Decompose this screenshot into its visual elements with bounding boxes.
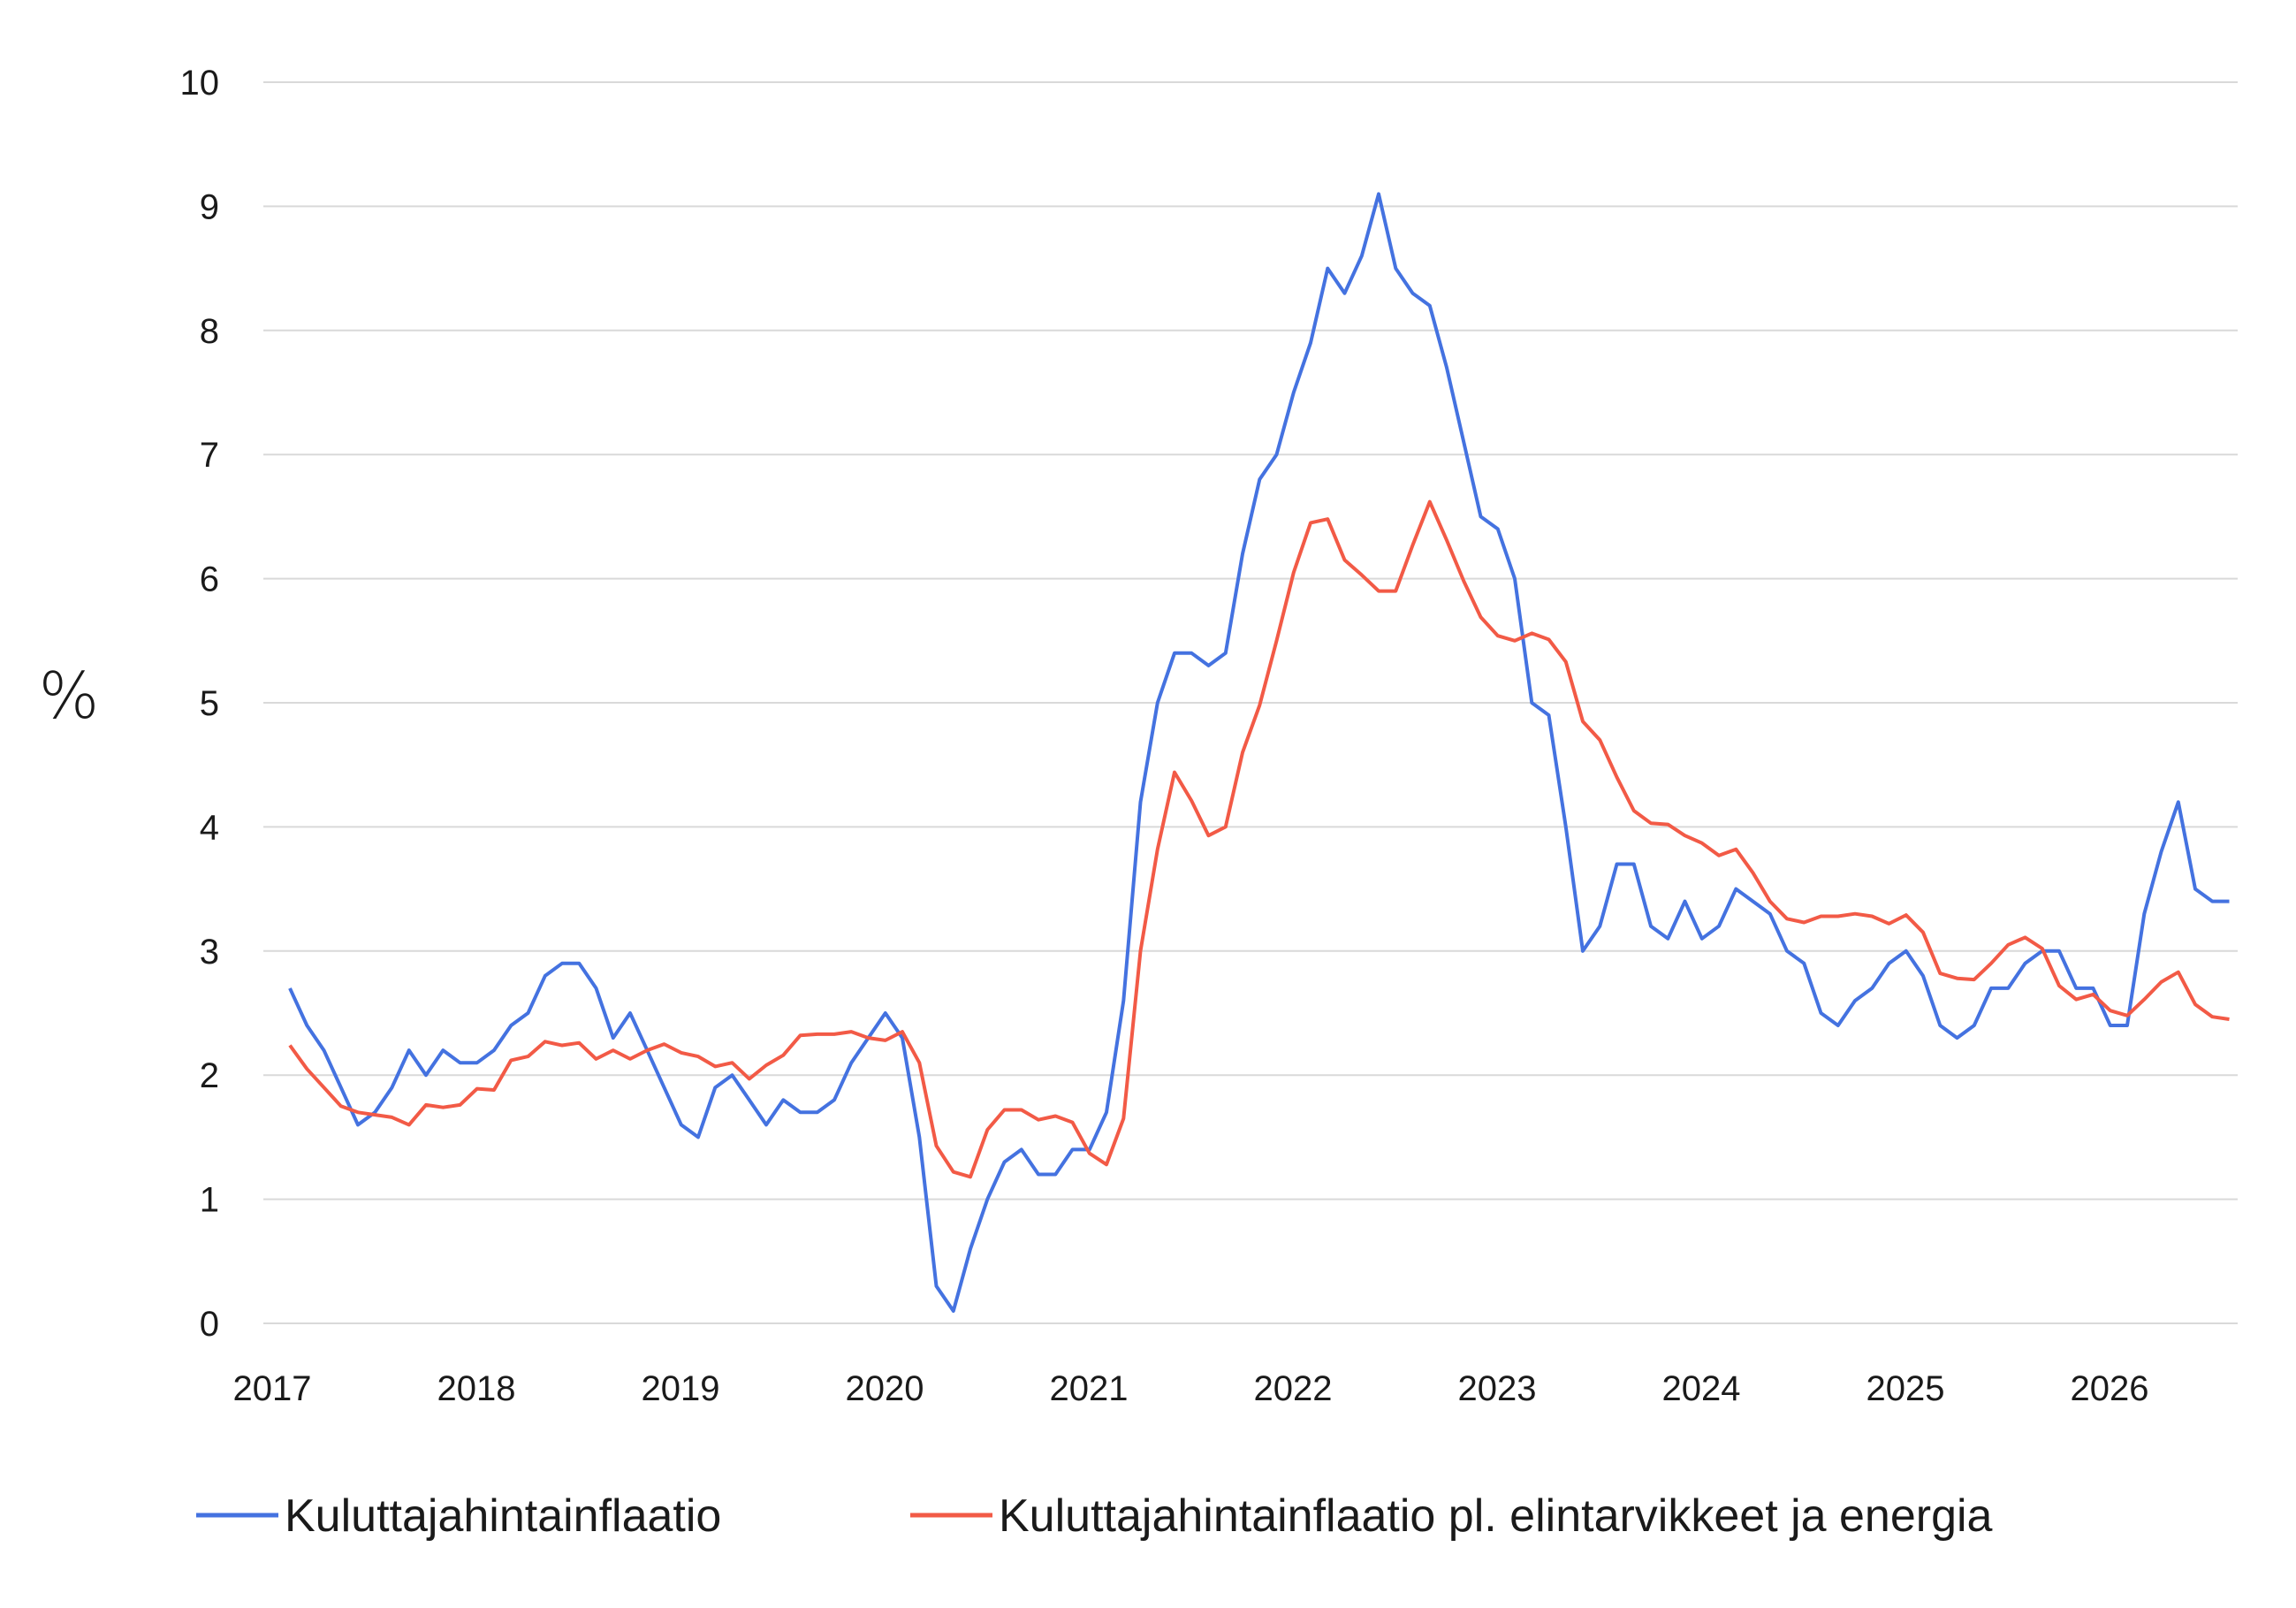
legend-label-cpi: Kuluttajahintainflaatio <box>285 1490 721 1542</box>
y-tick-label: 1 <box>200 1181 219 1220</box>
y-tick-label: 2 <box>200 1056 219 1095</box>
x-tick-label: 2021 <box>1050 1369 1129 1408</box>
x-tick-label: 2022 <box>1254 1369 1333 1408</box>
x-axis-ticks: 2017 2018 2019 2020 2021 2022 2023 2024 2025 2026 <box>233 1369 2149 1408</box>
y-tick-label: 8 <box>200 312 219 351</box>
x-tick-label: 2026 <box>2071 1369 2149 1408</box>
y-tick-label: 0 <box>200 1305 219 1344</box>
x-tick-label: 2020 <box>846 1369 924 1408</box>
x-tick-label: 2017 <box>233 1369 312 1408</box>
y-tick-label: 3 <box>200 933 219 972</box>
x-tick-label: 2024 <box>1662 1369 1741 1408</box>
x-tick-label: 2025 <box>1866 1369 1945 1408</box>
y-tick-label: 6 <box>200 560 219 599</box>
legend-item-cpi: Kuluttajahintainflaatio <box>196 1490 721 1542</box>
series-lines <box>288 192 2230 1313</box>
y-axis-label: % <box>39 659 99 733</box>
y-tick-label: 4 <box>200 808 219 847</box>
y-tick-label: 5 <box>200 684 219 723</box>
legend-item-core: Kuluttajahintainflaatio pl. elintarvikke… <box>910 1490 1993 1542</box>
series-line-core <box>288 499 2230 1179</box>
y-tick-label: 9 <box>200 187 219 226</box>
legend-label-core: Kuluttajahintainflaatio pl. elintarvikke… <box>999 1490 1993 1542</box>
y-axis-ticks: 0 1 2 3 4 5 6 7 8 9 10 <box>180 64 220 1344</box>
grid-lines <box>263 81 2238 1324</box>
x-tick-label: 2023 <box>1458 1369 1537 1408</box>
legend: Kuluttajahintainflaatio Kuluttajahintain… <box>196 1490 1993 1542</box>
x-tick-label: 2018 <box>437 1369 516 1408</box>
series-line-cpi <box>288 192 2230 1313</box>
x-tick-label: 2019 <box>642 1369 720 1408</box>
y-tick-label: 7 <box>200 436 219 475</box>
y-tick-label: 10 <box>180 64 220 103</box>
